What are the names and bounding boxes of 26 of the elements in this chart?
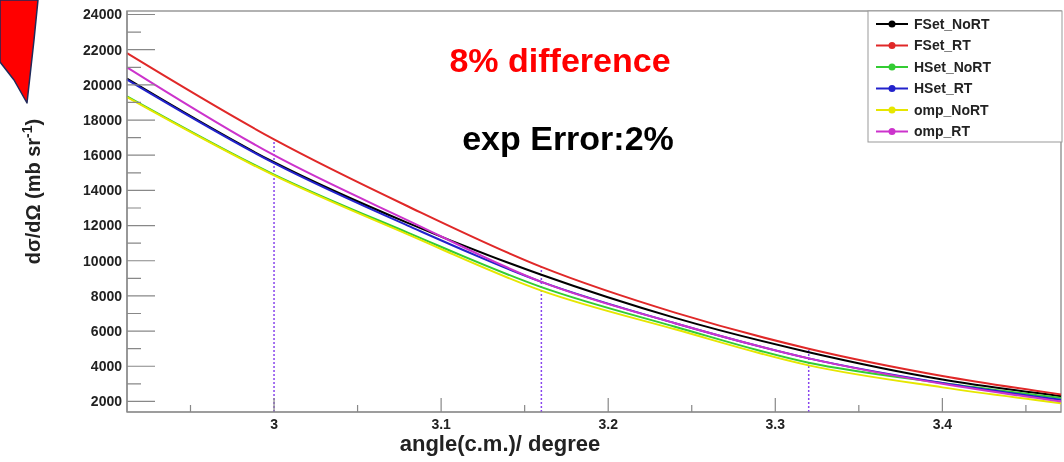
legend-label: HSet_RT (914, 80, 973, 97)
x-tick-label: 3 (270, 416, 279, 432)
legend-label: HSet_NoRT (914, 58, 992, 75)
annotation: 8% difference (449, 41, 671, 79)
y-tick-label: 22000 (83, 41, 123, 58)
y-tick-label: 24000 (83, 6, 123, 23)
x-tick-label: 3.1 (431, 416, 452, 432)
y-tick-label: 2000 (90, 393, 123, 410)
y-tick-label: 20000 (83, 76, 123, 93)
legend-label: omp_NoRT (914, 101, 990, 118)
legend-label: FSet_NoRT (914, 15, 990, 32)
y-tick-label: 8000 (90, 287, 123, 304)
y-tick-label: 6000 (90, 323, 123, 339)
y-tick-label: 12000 (83, 217, 123, 234)
y-tick-label: 4000 (90, 358, 123, 375)
legend-label: FSet_RT (914, 37, 972, 54)
y-tick-label: 18000 (83, 111, 123, 128)
x-tick-label: 3.3 (765, 416, 786, 432)
y-tick-label: 16000 (83, 147, 123, 164)
x-axis-title: angle(c.m.)/ degree (399, 431, 601, 456)
y-tick-label: 10000 (83, 252, 123, 269)
y-tick-label: 14000 (83, 182, 123, 199)
legend-label: omp_RT (914, 123, 971, 140)
annotation: exp Error:2% (462, 119, 674, 157)
x-tick-label: 3.2 (598, 416, 619, 432)
x-tick-label: 3.4 (932, 416, 953, 432)
